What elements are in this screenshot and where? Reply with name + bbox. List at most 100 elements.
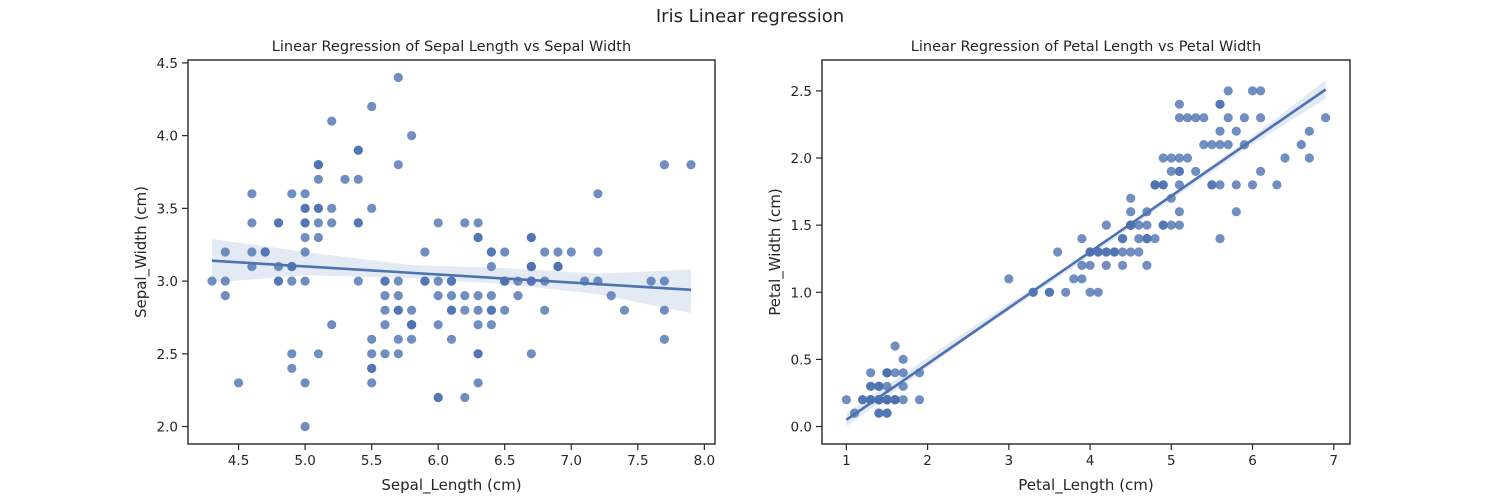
sepal-point — [353, 276, 363, 286]
petal-point — [898, 381, 908, 391]
petal-point — [1215, 126, 1225, 136]
sepal-y-tick-label: 4.0 — [157, 129, 178, 145]
sepal-point — [433, 291, 443, 301]
sepal-point — [220, 291, 230, 301]
petal-point — [1174, 220, 1184, 230]
petal-point — [1126, 247, 1136, 257]
sepal-point — [486, 247, 496, 257]
sepal-point — [273, 218, 284, 228]
petal-point — [1215, 99, 1225, 109]
sepal-point — [367, 363, 377, 373]
petal-x-axis-label: Petal_Length (cm) — [1018, 476, 1154, 495]
sepal-point — [380, 276, 390, 286]
sepal-point — [446, 334, 457, 344]
sepal-point — [420, 247, 430, 257]
sepal-chart-title: Linear Regression of Sepal Length vs Sep… — [272, 39, 631, 55]
petal-point — [1004, 274, 1014, 284]
sepal-x-tick-label: 4.5 — [228, 453, 249, 469]
sepal-point — [446, 276, 457, 286]
petal-point — [1142, 234, 1152, 244]
sepal-point — [300, 378, 310, 388]
sepal-point — [460, 305, 470, 315]
sepal-point — [300, 247, 310, 257]
petal-point — [1231, 180, 1241, 190]
sepal-point — [659, 160, 670, 170]
petal-point — [866, 368, 876, 378]
sepal-point — [327, 218, 337, 228]
sepal-point — [300, 232, 310, 243]
sepal-point — [526, 261, 536, 272]
petal-y-tick-label: 1.5 — [791, 218, 812, 234]
petal-point — [890, 341, 900, 351]
petal-point — [1069, 274, 1079, 284]
petal-x-tick-label: 3 — [1005, 453, 1014, 469]
sepal-point — [486, 261, 496, 272]
sepal-x-tick-label: 7.5 — [627, 453, 648, 469]
petal-x-tick-label: 7 — [1329, 453, 1338, 469]
sepal-point — [593, 189, 603, 199]
petal-point — [1223, 113, 1233, 123]
petal-x-tick-label: 4 — [1086, 453, 1095, 469]
petal-point — [1272, 180, 1282, 190]
petal-x-tick-label: 6 — [1248, 453, 1257, 469]
figure-title: Iris Linear regression — [655, 6, 845, 27]
sepal-point — [473, 291, 483, 301]
petal-point — [1085, 260, 1095, 270]
sepal-point — [367, 349, 377, 359]
petal-point — [1247, 180, 1258, 190]
sepal-point — [553, 261, 563, 272]
sepal-point — [460, 218, 470, 228]
sepal-point — [659, 305, 670, 315]
petal-point — [1166, 153, 1176, 163]
petal-point — [866, 381, 876, 391]
sepal-point — [247, 218, 257, 228]
petal-point — [1134, 247, 1144, 257]
petal-point — [1044, 287, 1054, 297]
petal-point — [1166, 220, 1176, 230]
petal-point — [1207, 180, 1217, 190]
petal-point — [841, 395, 852, 405]
sepal-point — [247, 189, 257, 199]
petal-point — [1118, 234, 1128, 244]
sepal-point — [393, 334, 403, 344]
petal-point — [1223, 86, 1233, 96]
petal-y-tick-label: 0.5 — [791, 352, 812, 368]
sepal-point — [433, 218, 443, 228]
petal-point — [1150, 180, 1160, 190]
petal-point — [882, 368, 892, 378]
petal-point — [1077, 274, 1087, 284]
sepal-point — [353, 174, 363, 184]
sepal-point — [407, 334, 417, 344]
petal-x-tick-label: 2 — [923, 453, 932, 469]
petal-x-tick-label: 1 — [842, 453, 851, 469]
petal-point — [882, 381, 892, 391]
petal-point — [1304, 126, 1314, 136]
petal-point — [882, 408, 892, 418]
petal-point — [898, 368, 908, 378]
sepal-axes-frame — [187, 59, 716, 445]
sepal-point — [287, 276, 297, 286]
petal-point — [1134, 220, 1144, 230]
sepal-y-axis-label: Sepal_Width (cm) — [132, 186, 151, 318]
petal-point — [1085, 287, 1095, 297]
sepal-point — [234, 378, 244, 388]
sepal-point — [380, 291, 390, 301]
sepal-point — [367, 101, 377, 112]
sepal-point — [420, 276, 430, 286]
petal-point — [1256, 86, 1266, 96]
sepal-point — [313, 174, 323, 184]
sepal-point — [473, 378, 483, 388]
petal-point — [1239, 113, 1249, 123]
sepal-point — [380, 349, 390, 359]
sepal-point — [659, 334, 670, 344]
petal-point — [1174, 99, 1184, 109]
sepal-point — [287, 189, 297, 199]
sepal-point — [540, 305, 550, 315]
sepal-point — [460, 291, 470, 301]
petal-point — [1304, 153, 1314, 163]
sepal-point — [446, 291, 457, 301]
petal-point — [1101, 247, 1111, 257]
sepal-point — [313, 160, 323, 170]
petal-point — [1321, 113, 1331, 123]
sepal-x-tick-label: 6.0 — [427, 453, 448, 469]
